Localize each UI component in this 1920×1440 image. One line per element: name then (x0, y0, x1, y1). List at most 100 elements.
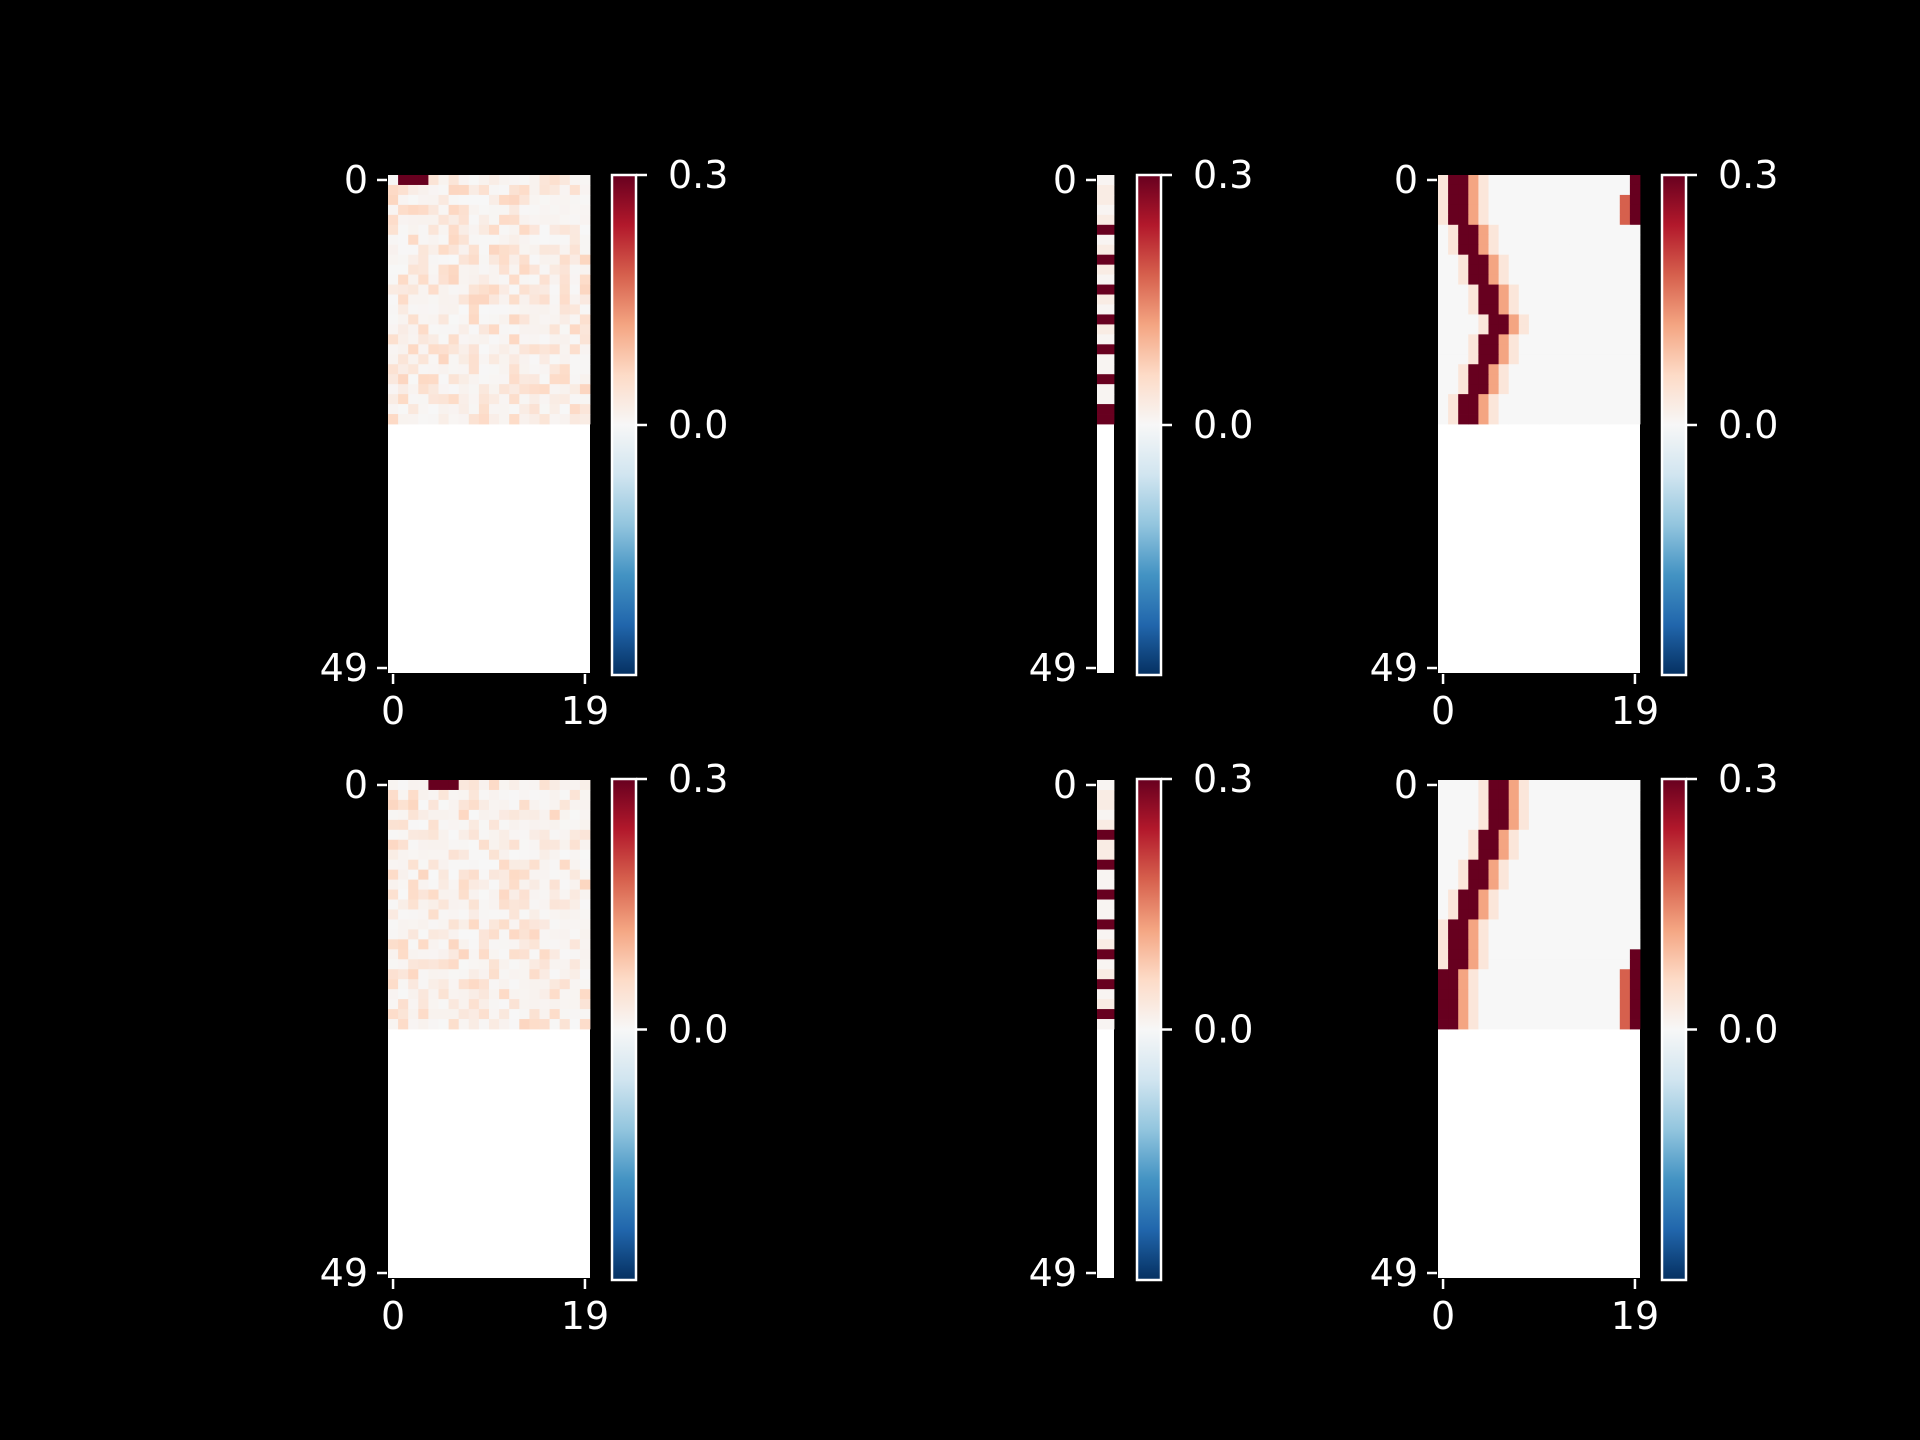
heatmap-cell (1448, 334, 1459, 345)
heatmap-cell (1097, 999, 1115, 1010)
heatmap-cell (398, 254, 409, 266)
heatmap-cell (509, 404, 520, 415)
heatmap-cell (1579, 404, 1590, 415)
heatmap-cell (499, 949, 510, 960)
heatmap-cell (519, 334, 530, 345)
heatmap-cell (1438, 294, 1449, 305)
heatmap-cell (559, 1019, 571, 1030)
heatmap-cell (509, 364, 520, 375)
heatmap-cell (539, 374, 550, 385)
heatmap-cell (1488, 194, 1499, 206)
heatmap-cell (489, 780, 500, 791)
heatmap-cell (1599, 909, 1611, 920)
heatmap-cell (388, 879, 399, 890)
heatmap-cell (1097, 404, 1115, 415)
heatmap-cell (1619, 859, 1631, 871)
heatmap-cell (569, 959, 581, 970)
heatmap-cell (1609, 404, 1621, 415)
heatmap-cell (1518, 789, 1530, 801)
heatmap-cell (519, 919, 530, 930)
heatmap-cell (569, 989, 581, 1000)
heatmap-cell (1629, 829, 1641, 841)
heatmap-cell (1629, 414, 1641, 425)
heatmap-cell (1539, 809, 1550, 821)
heatmap-cell (478, 1019, 490, 1030)
heatmap-cell (438, 839, 449, 851)
heatmap-cell (408, 184, 419, 196)
heatmap-cell (509, 959, 520, 970)
heatmap-cell (1579, 789, 1590, 801)
heatmap-cell (1609, 909, 1621, 920)
heatmap-cell (1579, 394, 1590, 405)
heatmap-cell (1468, 314, 1479, 325)
heatmap-cell (1609, 789, 1621, 801)
heatmap-cell (1448, 284, 1459, 295)
heatmap-cell (468, 989, 480, 1000)
heatmap-cell (539, 404, 550, 415)
heatmap-cell (428, 364, 439, 375)
heatmap-cell (1629, 879, 1641, 890)
heatmap-cell (428, 234, 439, 246)
heatmap-cell (579, 809, 591, 821)
heatmap-cell (418, 969, 429, 980)
heatmap-cell (1518, 414, 1530, 425)
heatmap-cell (529, 999, 540, 1010)
heatmap-cell (1559, 839, 1570, 851)
heatmap-cell (1549, 394, 1560, 405)
heatmap-cell (1629, 184, 1641, 196)
heatmap-cell (1448, 939, 1459, 950)
heatmap-cell (1569, 184, 1580, 196)
heatmap-cell (438, 324, 449, 335)
heatmap-cell (1498, 979, 1510, 990)
heatmap-cell (579, 839, 591, 851)
heatmap-cell (1438, 175, 1449, 186)
heatmap-cell (388, 989, 399, 1000)
heatmap-cell (478, 294, 490, 305)
heatmap-cell (438, 304, 449, 315)
heatmap-cell (1609, 899, 1621, 910)
heatmap-cell (1478, 929, 1489, 940)
heatmap-cell (1619, 939, 1631, 950)
heatmap-cell (1448, 1009, 1459, 1020)
heatmap-cell (438, 1019, 449, 1030)
heatmap-cell (1569, 394, 1580, 405)
heatmap-cell (448, 234, 460, 246)
heatmap-cell (1448, 999, 1459, 1010)
heatmap-cell (1609, 859, 1621, 871)
heatmap-cell (1518, 859, 1530, 871)
heatmap-cell (1518, 909, 1530, 920)
heatmap-cell (1569, 819, 1580, 831)
heatmap-cell (418, 929, 429, 940)
heatmap-cell (549, 314, 561, 325)
heatmap-cell (398, 414, 409, 425)
y-tick-label: 49 (320, 646, 368, 690)
heatmap-cell (499, 780, 510, 791)
heatmap-cell (569, 849, 581, 861)
heatmap-cell (1508, 1019, 1520, 1030)
heatmap-cell (519, 324, 530, 335)
heatmap-cell (559, 314, 571, 325)
heatmap-cell (1488, 404, 1499, 415)
heatmap-cell (1559, 324, 1570, 335)
heatmap-cell (1508, 334, 1520, 345)
heatmap-cell (529, 214, 540, 226)
heatmap-cell (499, 899, 510, 910)
heatmap-cell (1559, 959, 1570, 970)
heatmap-cell (1468, 780, 1479, 791)
heatmap-cell (579, 859, 591, 871)
heatmap-cell (408, 274, 419, 285)
heatmap-cell (1589, 969, 1600, 980)
heatmap-cell (428, 909, 439, 920)
heatmap-cell (1569, 1009, 1580, 1020)
heatmap-cell (1458, 819, 1469, 831)
heatmap-cell (499, 979, 510, 990)
heatmap-cell (1599, 224, 1611, 236)
heatmap-cell (1609, 364, 1621, 375)
heatmap-cell (529, 254, 540, 266)
heatmap-cell (438, 175, 449, 186)
heatmap-cell (1549, 324, 1560, 335)
heatmap-cell (1629, 859, 1641, 871)
heatmap-cell (1458, 344, 1469, 355)
heatmap-cell (509, 989, 520, 1000)
heatmap-cell (1589, 204, 1600, 216)
